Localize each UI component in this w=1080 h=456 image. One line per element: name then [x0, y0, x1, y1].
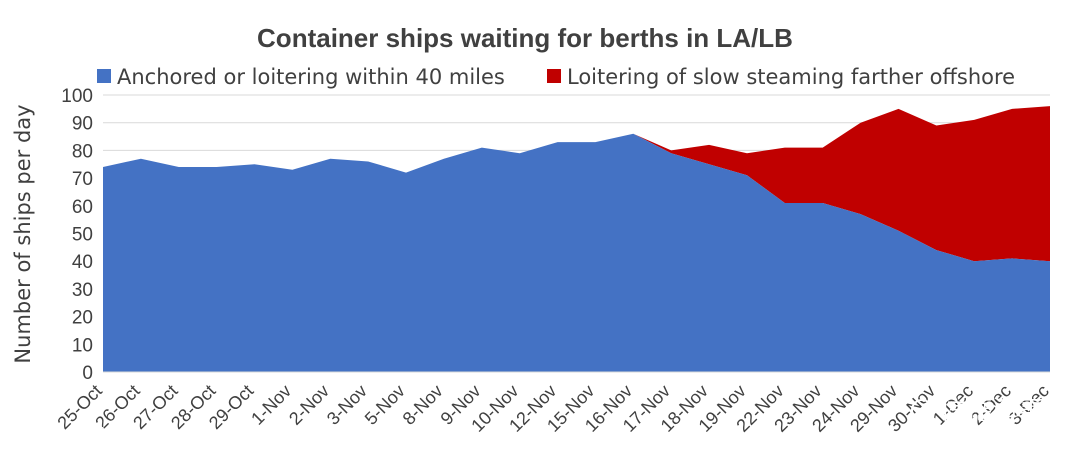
legend-swatch-offshore	[547, 69, 561, 83]
y-tick-label: 100	[61, 86, 93, 107]
y-tick-label: 80	[72, 141, 93, 162]
x-tick-label: 3-Nov	[323, 381, 371, 429]
legend: Anchored or loitering within 40 miles Lo…	[97, 65, 1015, 89]
y-tick-label: 90	[72, 114, 93, 135]
y-tick-label: 10	[72, 335, 93, 356]
x-tick-label: 2-Nov	[285, 381, 333, 429]
y-tick-label: 60	[72, 197, 93, 218]
watermark-right-text: 信德海事	[940, 396, 1044, 426]
watermark-left-icon	[9, 429, 23, 443]
y-tick-label: 50	[72, 225, 93, 246]
y-tick-label: 30	[72, 280, 93, 301]
x-tick-label: 8-Nov	[399, 381, 447, 429]
y-tick-label: 0	[82, 363, 93, 384]
x-tick-label: 5-Nov	[361, 381, 409, 429]
area-anchored	[103, 133, 1050, 372]
y-tick-label: 40	[72, 252, 93, 273]
watermark-right-icon	[911, 399, 933, 421]
y-axis-label: Number of ships per day	[11, 104, 35, 363]
watermark-left-text: 大数跨境	[30, 425, 110, 449]
area-offshore	[103, 106, 1050, 262]
chart-title: Container ships waiting for berths in LA…	[257, 23, 793, 53]
legend-label-offshore: Loitering of slow steaming farther offsh…	[567, 65, 1015, 89]
legend-label-anchored: Anchored or loitering within 40 miles	[117, 65, 505, 89]
watermark-left: 大数跨境	[9, 425, 110, 449]
legend-swatch-anchored	[97, 69, 111, 83]
watermark-right: 信德海事	[911, 396, 1044, 426]
x-tick-label: 1-Nov	[247, 381, 295, 429]
y-axis-ticks: 0 10 20 30 40 50 60 70 80 90 100	[61, 86, 93, 384]
x-axis-ticks: 25-Oct26-Oct27-Oct28-Oct29-Oct1-Nov2-Nov…	[53, 381, 1052, 436]
y-tick-label: 70	[72, 169, 93, 190]
area-series	[103, 106, 1050, 373]
y-tick-label: 20	[72, 308, 93, 329]
